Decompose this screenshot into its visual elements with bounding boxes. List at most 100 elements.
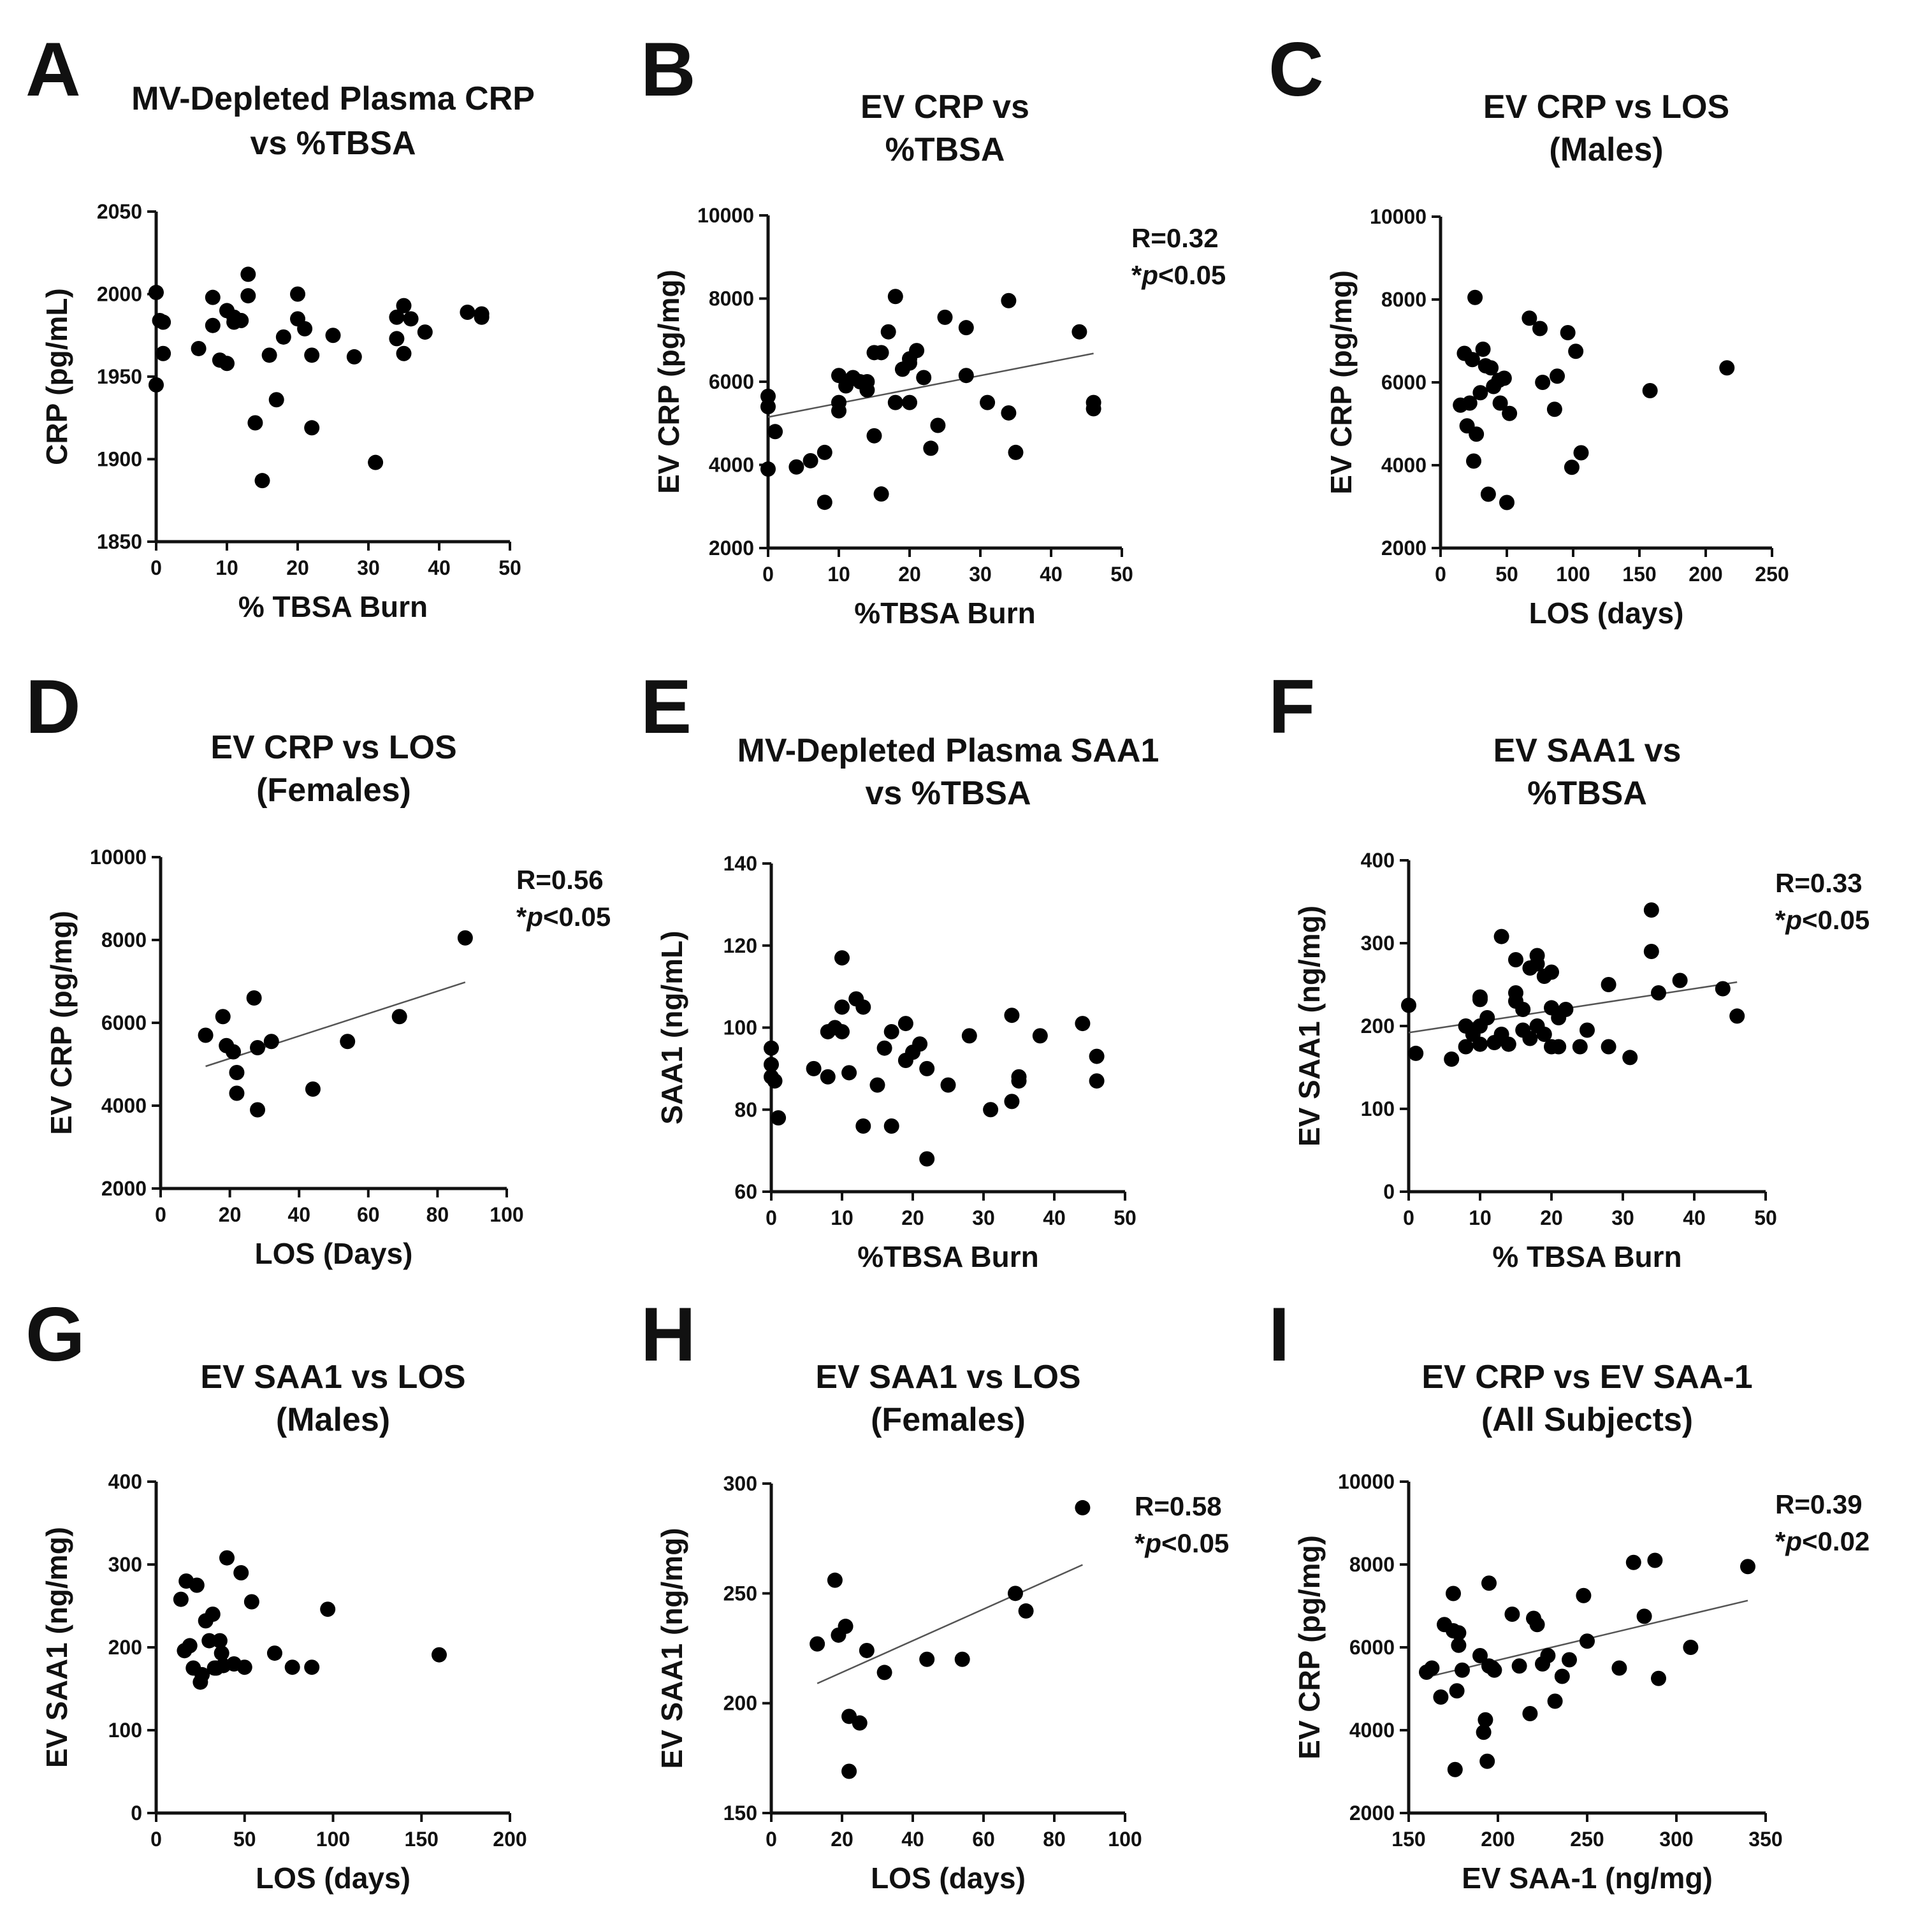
data-point: [954, 1651, 970, 1667]
data-point: [880, 324, 896, 340]
data-point: [1551, 1039, 1567, 1055]
p-symbol: p: [1785, 1526, 1802, 1556]
data-point: [958, 368, 974, 384]
x-tick-label: 30: [1611, 1206, 1634, 1229]
y-axis-label: SAA1 (ng/mL): [655, 930, 688, 1124]
data-point: [1483, 360, 1499, 376]
data-point: [876, 1665, 892, 1680]
x-tick-label: 20: [1540, 1206, 1563, 1229]
data-point: [243, 1594, 259, 1610]
y-axis-label: EV CRP (pg/mg): [45, 911, 78, 1135]
y-axis-label: EV SAA1 (ng/mg): [40, 1527, 73, 1768]
data-point: [909, 343, 925, 359]
panel-letter: F: [1268, 664, 1315, 749]
data-point: [919, 1060, 935, 1076]
x-tick-label: 0: [1403, 1206, 1414, 1229]
data-point: [240, 288, 256, 304]
data-point: [810, 1636, 825, 1652]
data-point: [1601, 977, 1616, 992]
data-point: [1493, 929, 1509, 944]
data-point: [1522, 1706, 1538, 1721]
p-value: *p<0.05: [1135, 1528, 1229, 1558]
x-tick-label: 10: [215, 556, 238, 579]
data-point: [806, 1060, 822, 1076]
data-point: [1486, 1662, 1502, 1678]
data-point: [1554, 1668, 1570, 1684]
data-point: [803, 452, 818, 468]
y-axis-label: EV CRP (pg/mg): [1325, 270, 1358, 495]
data-point: [233, 312, 249, 328]
correlation-r: R=0.32: [1131, 223, 1219, 253]
y-tick-label: 1950: [97, 365, 142, 388]
y-tick-label: 120: [723, 934, 757, 957]
regression-line: [205, 981, 466, 1067]
panel-h: H EV SAA1 vs LOS (Females) 150 200 250 300 0 20 4…: [641, 1292, 1229, 1895]
chart-title-line: EV CRP vs: [861, 89, 1029, 126]
x-tick-label: 20: [901, 1206, 924, 1229]
data-point: [1447, 1761, 1463, 1777]
data-point: [961, 1028, 977, 1044]
x-tick-label: 40: [1043, 1206, 1066, 1229]
x-tick-label: 0: [150, 556, 162, 579]
data-point: [855, 999, 871, 1015]
data-point: [460, 304, 476, 320]
data-point: [1500, 1036, 1516, 1052]
data-point: [1007, 1586, 1023, 1601]
data-point: [275, 329, 291, 345]
p-symbol: p: [1144, 1528, 1161, 1558]
data-point: [1550, 368, 1565, 384]
data-point: [1540, 1648, 1556, 1663]
data-point: [254, 473, 270, 489]
p-symbol: p: [1141, 260, 1158, 290]
x-tick-label: 40: [901, 1828, 924, 1851]
regression-line: [767, 352, 1094, 418]
data-point: [1564, 459, 1580, 475]
data-point: [201, 1633, 217, 1649]
data-point: [1651, 985, 1666, 1001]
data-point: [474, 306, 490, 322]
data-point: [1472, 385, 1488, 401]
data-point: [838, 1619, 853, 1635]
data-point: [1472, 1648, 1488, 1663]
data-point: [820, 1069, 836, 1085]
data-point: [923, 440, 939, 456]
x-tick-label: 100: [316, 1828, 350, 1851]
y-axis-label: EV SAA1 (ng/mg): [1293, 906, 1326, 1146]
y-axis-label: EV CRP (pg/mg): [1293, 1535, 1326, 1760]
x-axis-label: EV SAA-1 (ng/mg): [1462, 1861, 1713, 1895]
data-point: [268, 392, 284, 408]
data-point: [205, 289, 221, 305]
x-tick-label: 50: [498, 556, 521, 579]
data-point: [983, 1102, 999, 1118]
y-tick-label: 2000: [1349, 1802, 1395, 1825]
data-point: [149, 284, 164, 300]
panel-letter: I: [1268, 1292, 1289, 1377]
data-point: [1089, 1048, 1105, 1064]
data-point: [767, 424, 783, 440]
y-tick-label: 1900: [97, 448, 142, 471]
data-point: [396, 298, 412, 314]
p-value: *p<0.05: [516, 902, 611, 932]
chart-title-line: %TBSA: [885, 131, 1005, 168]
data-point: [1455, 1662, 1470, 1678]
y-tick-label: 60: [734, 1180, 757, 1203]
y-axis-label: EV SAA1 (ng/mg): [655, 1528, 688, 1768]
data-point: [1446, 1586, 1461, 1601]
data-point: [855, 1118, 871, 1134]
data-point: [261, 347, 277, 363]
data-point: [958, 320, 974, 336]
data-point: [229, 1065, 245, 1080]
data-point: [304, 1659, 320, 1675]
data-point: [1451, 1625, 1467, 1641]
x-tick-label: 250: [1755, 563, 1789, 586]
x-tick-label: 20: [831, 1828, 853, 1851]
data-point: [1478, 1712, 1493, 1728]
data-point: [1715, 981, 1731, 997]
panel-letter: D: [25, 664, 81, 749]
chart-title-line: EV CRP vs LOS: [210, 729, 456, 766]
x-axis-label: LOS (days): [256, 1861, 410, 1895]
y-tick-label: 150: [723, 1802, 757, 1825]
data-point: [391, 1009, 407, 1025]
data-point: [212, 1633, 228, 1649]
data-point: [247, 415, 263, 431]
